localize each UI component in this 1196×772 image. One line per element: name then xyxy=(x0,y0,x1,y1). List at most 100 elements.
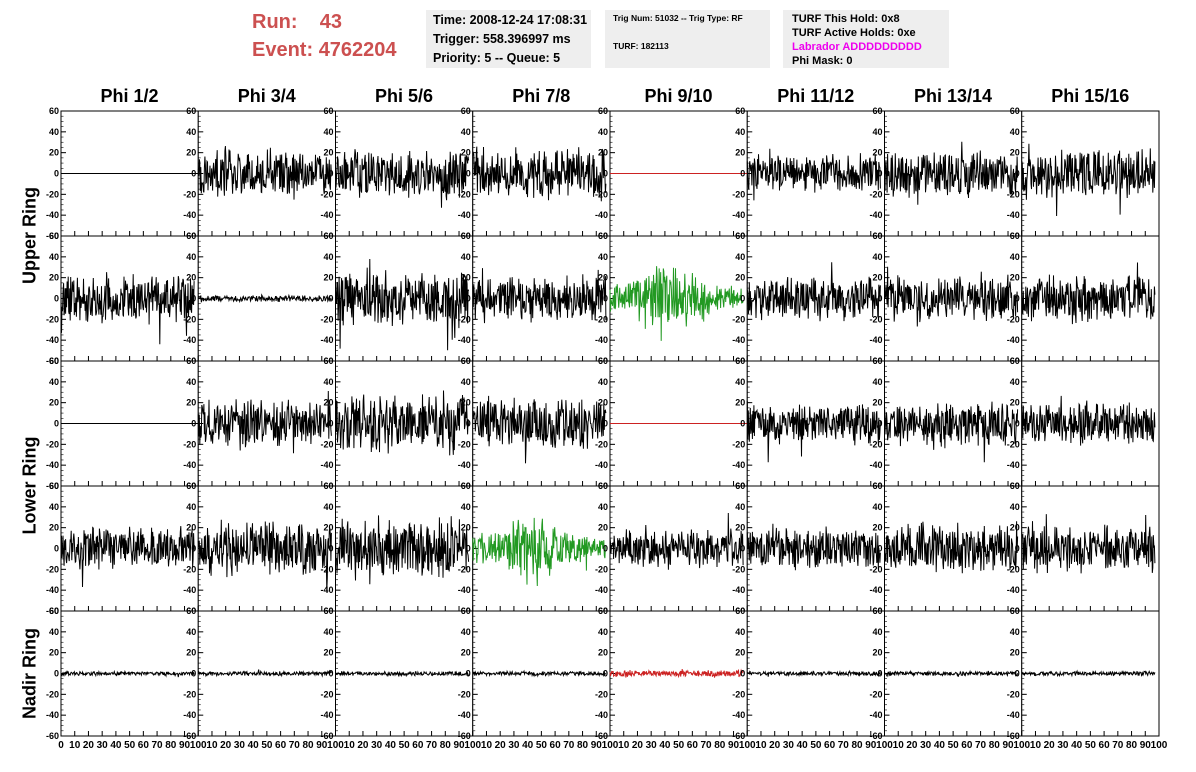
y-tick-label: 20 xyxy=(186,398,196,408)
y-tick-label: 0 xyxy=(740,169,745,179)
event-label: Event: xyxy=(252,39,314,61)
y-tick-label: 0 xyxy=(877,544,882,554)
y-tick-label: -20 xyxy=(46,564,59,574)
y-tick-label: 20 xyxy=(461,398,471,408)
y-tick-label: 0 xyxy=(603,419,608,429)
y-tick-label: 0 xyxy=(54,169,59,179)
y-tick-label: 20 xyxy=(735,648,745,658)
y-tick-label: 60 xyxy=(323,606,333,616)
y-tick-label: 60 xyxy=(735,356,745,366)
y-tick-label: 20 xyxy=(1010,398,1020,408)
x-tick-label: 10 xyxy=(755,740,767,751)
y-tick-label: -40 xyxy=(320,710,333,720)
y-tick-label: 20 xyxy=(323,148,333,158)
y-tick-label: 40 xyxy=(49,127,59,137)
x-tick-label: 60 xyxy=(687,740,699,751)
y-tick-label: 60 xyxy=(872,606,882,616)
y-tick-label: 40 xyxy=(872,627,882,637)
y-tick-label: 60 xyxy=(735,106,745,116)
y-tick-label: 60 xyxy=(186,231,196,241)
run-event-box: Run: 43 Event: 4762204 xyxy=(252,8,417,66)
x-tick-label: 30 xyxy=(97,740,109,751)
column-header: Phi 9/10 xyxy=(644,86,713,106)
x-tick-label: 20 xyxy=(220,740,232,751)
waveform-trace xyxy=(60,272,195,345)
waveform-trace xyxy=(335,149,470,208)
x-tick-label: 90 xyxy=(591,740,603,751)
y-tick-label: 60 xyxy=(461,231,471,241)
y-tick-label: -40 xyxy=(595,460,608,470)
y-tick-label: -40 xyxy=(869,710,882,720)
x-tick-label: 60 xyxy=(138,740,150,751)
column-header: Phi 3/4 xyxy=(237,86,296,106)
x-tick-label: 100 xyxy=(1013,740,1030,751)
event-line: Event: 4762204 xyxy=(252,36,417,64)
y-tick-label: 20 xyxy=(598,273,608,283)
priority-text: Priority: 5 -- Queue: 5 xyxy=(433,51,561,65)
y-tick-label: 60 xyxy=(735,481,745,491)
x-tick-label: 10 xyxy=(618,740,630,751)
x-tick-label: 70 xyxy=(975,740,987,751)
waveform-trace xyxy=(1021,143,1156,217)
y-tick-label: 40 xyxy=(186,627,196,637)
y-tick-label: 40 xyxy=(1010,502,1020,512)
y-tick-label: -20 xyxy=(183,439,196,449)
y-tick-label: 40 xyxy=(598,627,608,637)
waveform-trace xyxy=(60,526,195,588)
x-tick-label: 100 xyxy=(190,740,207,751)
y-tick-label: 20 xyxy=(323,523,333,533)
y-tick-label: -20 xyxy=(320,564,333,574)
y-tick-label: -20 xyxy=(869,314,882,324)
x-tick-label: 50 xyxy=(399,740,411,751)
y-tick-label: 0 xyxy=(1015,169,1020,179)
x-tick-label: 90 xyxy=(1002,740,1014,751)
y-tick-label: 60 xyxy=(1010,356,1020,366)
y-tick-label: 40 xyxy=(598,377,608,387)
x-tick-label: 30 xyxy=(234,740,246,751)
y-tick-label: -20 xyxy=(183,564,196,574)
x-tick-label: 50 xyxy=(536,740,548,751)
y-tick-label: 40 xyxy=(598,502,608,512)
y-tick-label: 40 xyxy=(323,127,333,137)
y-tick-label: -20 xyxy=(46,189,59,199)
y-tick-label: -60 xyxy=(46,231,59,241)
y-tick-label: 20 xyxy=(186,148,196,158)
y-tick-label: 60 xyxy=(49,606,59,616)
y-tick-label: 20 xyxy=(872,273,882,283)
y-tick-label: -20 xyxy=(595,689,608,699)
y-tick-label: 0 xyxy=(54,544,59,554)
y-tick-label: 60 xyxy=(49,231,59,241)
x-tick-label: 90 xyxy=(179,740,191,751)
y-tick-label: 60 xyxy=(461,106,471,116)
column-header: Phi 5/6 xyxy=(374,86,434,106)
y-tick-label: 0 xyxy=(603,169,608,179)
y-tick-label: 40 xyxy=(872,502,882,512)
x-tick-label: 70 xyxy=(152,740,164,751)
y-tick-label: 20 xyxy=(872,648,882,658)
y-tick-label: -20 xyxy=(320,189,333,199)
y-tick-label: 60 xyxy=(872,356,882,366)
y-tick-label: 40 xyxy=(186,127,196,137)
y-tick-label: 0 xyxy=(1015,419,1020,429)
y-tick-label: 40 xyxy=(186,252,196,262)
y-tick-label: 60 xyxy=(323,481,333,491)
x-tick-label: 50 xyxy=(124,740,136,751)
x-tick-label: 10 xyxy=(69,740,81,751)
y-tick-label: -40 xyxy=(458,335,471,345)
waveform-trace xyxy=(1021,514,1156,574)
y-tick-label: -20 xyxy=(595,189,608,199)
y-tick-label: -40 xyxy=(1007,710,1020,720)
x-tick-label: 30 xyxy=(508,740,520,751)
y-tick-label: 40 xyxy=(1010,252,1020,262)
y-tick-label: 40 xyxy=(49,502,59,512)
y-tick-label: -20 xyxy=(595,564,608,574)
y-tick-label: 40 xyxy=(461,252,471,262)
y-tick-label: 0 xyxy=(740,669,745,679)
y-tick-label: -20 xyxy=(869,189,882,199)
x-tick-label: 70 xyxy=(838,740,850,751)
x-tick-label: 20 xyxy=(769,740,781,751)
y-tick-label: 0 xyxy=(328,544,333,554)
y-tick-label: 20 xyxy=(186,273,196,283)
y-tick-label: 0 xyxy=(328,169,333,179)
